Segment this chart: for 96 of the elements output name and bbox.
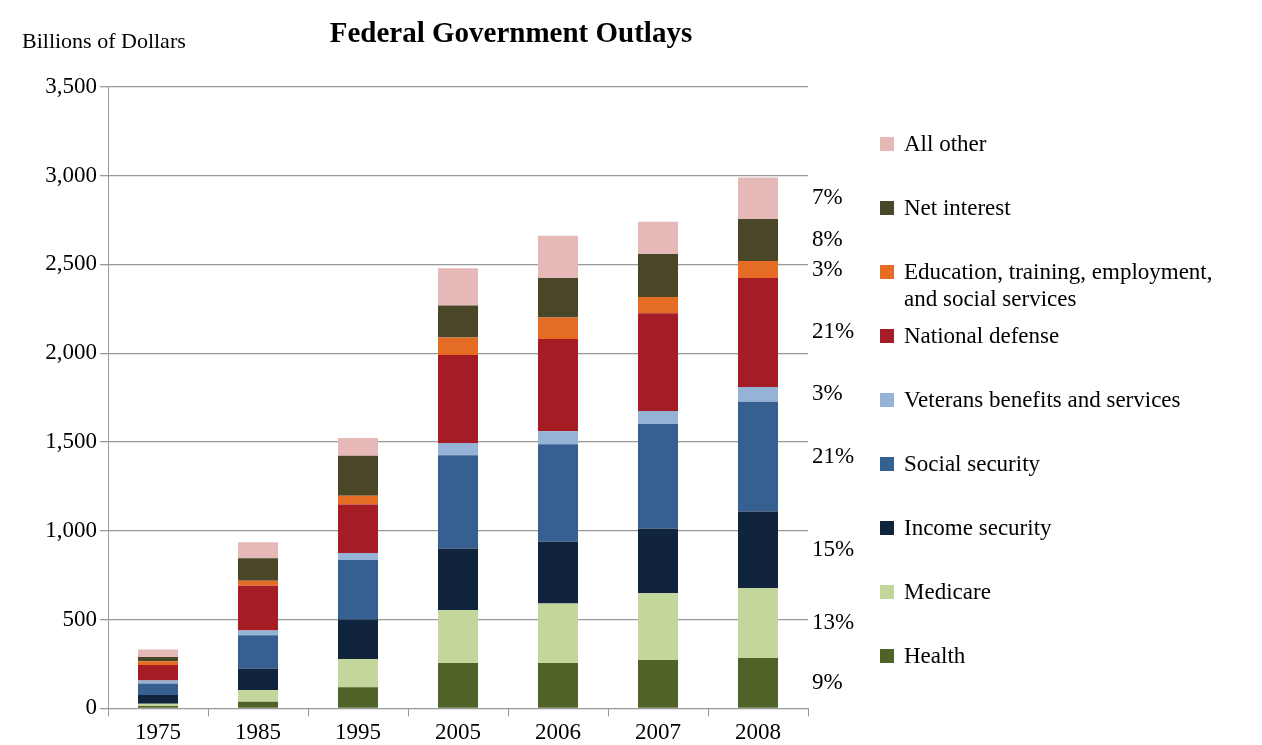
bar [238, 542, 278, 559]
bar [738, 401, 778, 512]
bar [538, 338, 578, 432]
bar [238, 558, 278, 581]
bar [638, 297, 678, 314]
text: 8% [812, 226, 843, 252]
bar [638, 411, 678, 425]
x-tick-label: 2007 [635, 719, 681, 745]
bar [338, 553, 378, 560]
y-tick-label: 2,500 [45, 250, 97, 276]
text: 9% [812, 669, 843, 695]
bar [138, 661, 178, 666]
text: 7% [812, 184, 843, 210]
bar [438, 337, 478, 355]
x-tick-label: 2006 [535, 719, 581, 745]
bar [438, 663, 478, 708]
y-axis-title: Billions of Dollars [22, 28, 186, 54]
bar [338, 504, 378, 553]
y-tick-label: 500 [62, 605, 97, 631]
bar [538, 444, 578, 542]
bar [138, 649, 178, 658]
bar [638, 593, 678, 661]
bar [538, 541, 578, 604]
text: 3% [812, 380, 843, 406]
bar [438, 268, 478, 306]
legend-label: Social security [904, 450, 1041, 477]
bar [738, 218, 778, 262]
bar [738, 386, 778, 402]
bar [638, 313, 678, 412]
bar [238, 580, 278, 586]
bar [338, 659, 378, 688]
legend-label: Veterans benefits and services [904, 386, 1181, 413]
bar [738, 277, 778, 387]
text: 21% [812, 318, 855, 344]
bar [738, 511, 778, 589]
y-tick-label: 0 [85, 694, 97, 720]
bar [138, 683, 178, 695]
bar [638, 660, 678, 708]
bar [438, 610, 478, 664]
bar [338, 619, 378, 660]
x-tick-label: 1985 [235, 719, 281, 745]
y-tick-label: 3,000 [45, 161, 97, 187]
bar [238, 585, 278, 631]
bar [138, 657, 178, 662]
bar [438, 548, 478, 611]
bar [438, 305, 478, 338]
bar [138, 680, 178, 684]
bar [338, 495, 378, 505]
bar [438, 443, 478, 456]
bar [538, 431, 578, 445]
bar [538, 317, 578, 339]
text: 21% [812, 442, 855, 468]
bar [338, 687, 378, 708]
bar [738, 177, 778, 219]
bar [538, 277, 578, 318]
bar [438, 354, 478, 444]
bar [538, 235, 578, 278]
legend-label: Net interest [904, 194, 1011, 221]
y-tick-label: 3,500 [45, 72, 97, 98]
bar [738, 588, 778, 658]
legend-label: All other [904, 130, 987, 157]
bar [338, 438, 378, 456]
bar [238, 630, 278, 636]
bar [538, 663, 578, 708]
bar [638, 253, 678, 298]
bar [238, 668, 278, 690]
x-tick-label: 1995 [335, 719, 381, 745]
bar [138, 694, 178, 704]
bar [138, 665, 178, 681]
bar [638, 424, 678, 529]
bar [638, 528, 678, 594]
x-tick-label: 2008 [735, 719, 781, 745]
chart-title: Federal Government Outlays [329, 16, 693, 48]
legend-label: Income security [904, 514, 1052, 541]
text: 3% [812, 255, 843, 281]
x-tick-label: 1975 [135, 719, 181, 745]
y-tick-label: 1,500 [45, 428, 97, 454]
bar [238, 701, 278, 708]
bar [738, 261, 778, 278]
bar [438, 455, 478, 549]
y-tick-label: 2,000 [45, 339, 97, 365]
x-tick-label: 2005 [435, 719, 481, 745]
bar [338, 455, 378, 496]
y-tick-label: 1,000 [45, 516, 97, 542]
text: 15% [812, 535, 855, 561]
legend-label: Medicare [904, 578, 991, 605]
bar [738, 657, 778, 708]
legend-label: Education, training, employment, and social services [904, 258, 1214, 312]
bar [538, 603, 578, 664]
bar [338, 559, 378, 620]
legend-label: National defense [904, 322, 1060, 349]
legend-label: Health [904, 642, 966, 669]
text: 13% [812, 609, 855, 635]
bar [638, 221, 678, 254]
bar [238, 689, 278, 702]
bar [238, 635, 278, 669]
